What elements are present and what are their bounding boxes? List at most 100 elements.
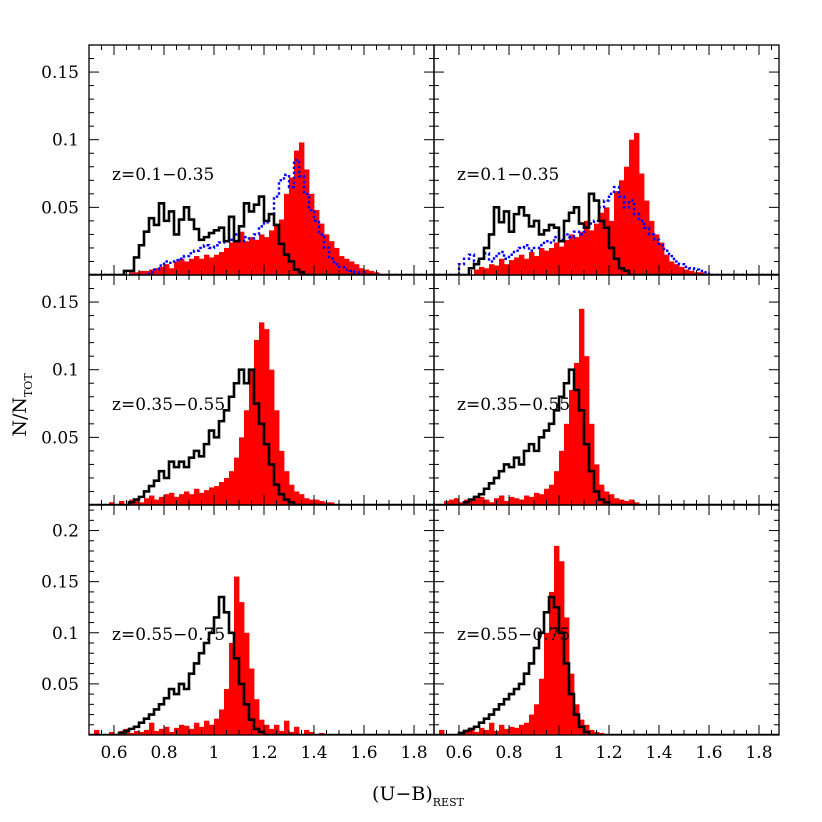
filled-bar (299, 142, 305, 275)
filled-bar (164, 726, 170, 735)
filled-bar (254, 339, 260, 505)
y-tick-label: 0.15 (41, 63, 79, 83)
filled-bar (699, 272, 705, 275)
filled-bar (554, 242, 560, 275)
filled-bar (544, 488, 550, 505)
filled-bar (294, 491, 300, 505)
filled-bar (569, 390, 575, 505)
filled-bar (234, 239, 240, 275)
filled-bar (519, 254, 525, 275)
filled-bar (244, 410, 250, 505)
x-tick-label: 0.6 (100, 743, 127, 763)
filled-bar (459, 502, 465, 505)
filled-bar (489, 502, 495, 505)
filled-bar (624, 166, 630, 275)
filled-bar (279, 730, 285, 735)
filled-bar (604, 207, 610, 275)
filled-bar (559, 561, 565, 735)
filled-bar (289, 484, 295, 505)
panel-plot-area (434, 308, 779, 505)
filled-bar (189, 258, 195, 275)
filled-bar (549, 247, 555, 275)
filled-bar (539, 247, 545, 275)
filled-bar (264, 329, 270, 505)
black-histogram-line (89, 195, 434, 275)
filled-bar (224, 247, 230, 275)
filled-bar (504, 728, 510, 735)
filled-bar (289, 177, 295, 275)
filled-bar (299, 494, 305, 505)
filled-bar (324, 234, 330, 275)
filled-bar (234, 576, 240, 735)
filled-bar (539, 494, 545, 505)
panel-r2-c0: 0.05 0.1 0.15 0.2 0.6 0.8 1 1.2 1.4 1.6 1.8 z=0.55−… (41, 504, 435, 763)
filled-bar (214, 486, 220, 505)
filled-bar (624, 500, 630, 505)
filled-bar (594, 464, 600, 505)
y-tick-label: 0.2 (52, 522, 79, 542)
filled-bar (544, 250, 550, 275)
filled-bar (534, 704, 540, 735)
filled-bar (134, 272, 140, 275)
filled-bar (244, 241, 250, 275)
filled-bar (439, 729, 445, 735)
filled-bar (264, 237, 270, 275)
filled-bar (249, 369, 255, 505)
x-tick-label: 1.8 (745, 743, 772, 763)
filled-bar (564, 423, 570, 505)
filled-bar (289, 731, 295, 735)
panel-frame (433, 274, 780, 506)
filled-bar (574, 362, 580, 505)
filled-bar (354, 264, 360, 275)
filled-bar (239, 231, 245, 275)
filled-bar (569, 673, 575, 735)
filled-bar (279, 219, 285, 275)
filled-bar (344, 258, 350, 275)
panel-plot-area (434, 132, 779, 275)
filled-bar (669, 261, 675, 275)
filled-bar (164, 264, 170, 275)
filled-bar (474, 731, 480, 735)
filled-bar (219, 482, 225, 505)
panel-r0-c0: 0.05 0.1 0.15 z=0.1−0.35 (41, 44, 435, 276)
filled-bar (179, 494, 185, 505)
filled-bar (204, 254, 210, 275)
filled-bar (539, 678, 545, 735)
black-histogram-line (434, 192, 779, 275)
filled-bar (464, 730, 470, 735)
filled-bar (644, 200, 650, 275)
filled-bar (474, 498, 480, 505)
filled-bar (304, 498, 310, 505)
filled-bar (484, 729, 490, 735)
filled-bar (274, 410, 280, 505)
filled-bar (554, 471, 560, 505)
filled-bar (484, 268, 490, 275)
filled-bar (254, 239, 260, 275)
filled-bar (559, 450, 565, 505)
filled-bar (129, 732, 135, 735)
filled-bar (229, 471, 235, 505)
filled-bar (239, 437, 245, 505)
filled-bar (449, 499, 455, 505)
panel-grid: 0.050.10.15z=0.1−0.35 z=0.1−0.350.050.10.… (41, 44, 780, 763)
filled-bar (169, 268, 175, 275)
filled-bar (119, 500, 125, 505)
filled-bar (314, 499, 320, 505)
filled-bar (319, 223, 325, 275)
filled-bar (534, 492, 540, 505)
panel-redshift-label: z=0.55−0.75 (112, 625, 225, 645)
filled-bar (189, 494, 195, 505)
filled-bar (589, 729, 595, 735)
filled-bar (259, 322, 265, 505)
filled-bar (634, 132, 640, 275)
filled-bar (309, 731, 315, 735)
filled-bar (649, 220, 655, 275)
filled-bar (484, 499, 490, 505)
filled-bar (144, 270, 150, 275)
filled-bar (169, 731, 175, 735)
filled-bar (229, 242, 235, 275)
filled-bar (214, 254, 220, 275)
filled-bar (454, 498, 460, 505)
filled-bar (144, 498, 150, 505)
filled-bar (164, 494, 170, 505)
